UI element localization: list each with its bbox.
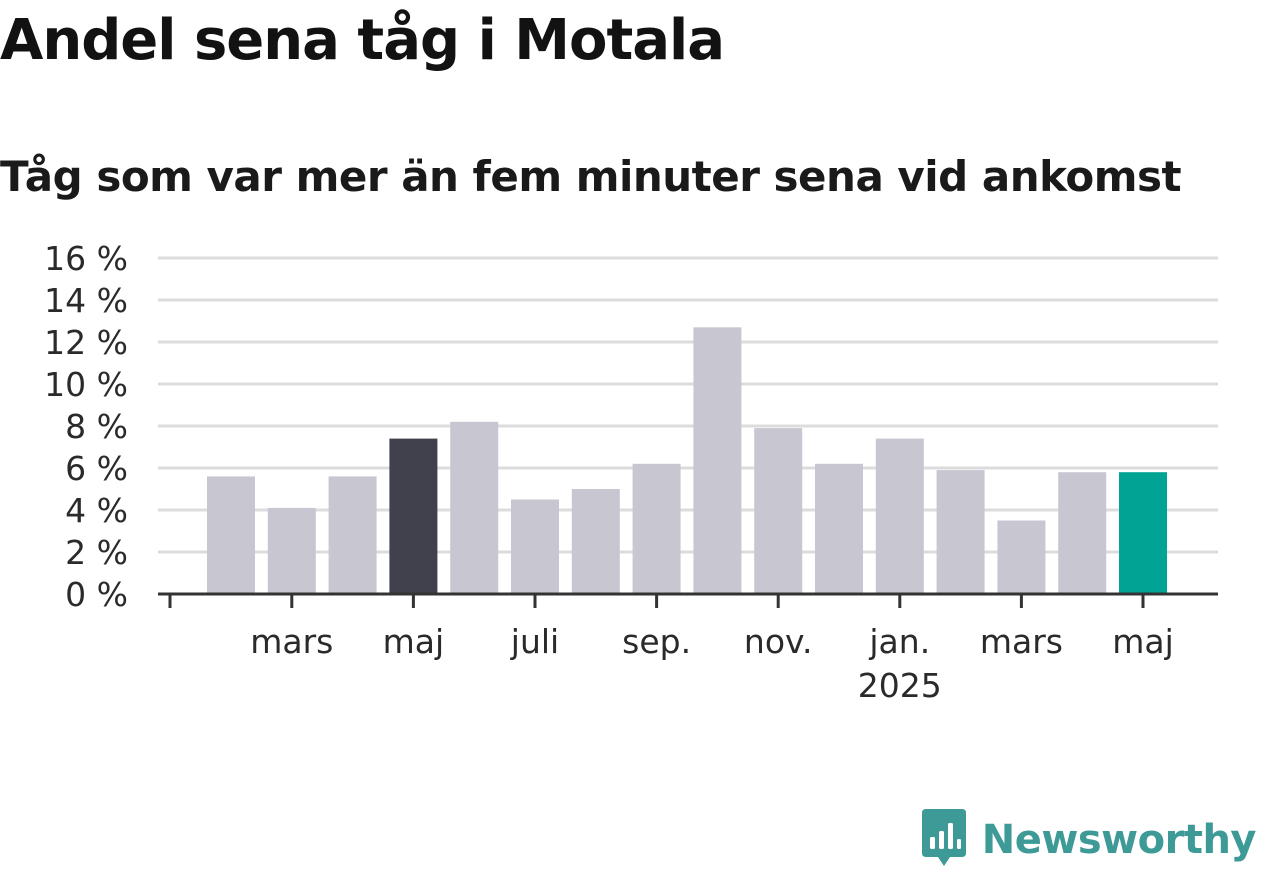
x-tick-label: maj xyxy=(383,622,445,661)
y-tick-label: 16 % xyxy=(44,239,128,278)
brand-name: Newsworthy xyxy=(981,817,1257,863)
bar-chart: 0 %2 %4 %6 %8 %10 %12 %14 %16 % mars maj j… xyxy=(44,239,1218,705)
y-tick-label: 0 % xyxy=(65,575,128,614)
chart-title: Andel sena tåg i Motala xyxy=(0,8,725,73)
x-tick-label: maj xyxy=(1112,622,1174,661)
bar xyxy=(997,520,1046,594)
bar xyxy=(1119,472,1167,594)
x-axis-tick-labels: mars maj juli sep. nov. jan. 2025 mars maj xyxy=(250,622,1174,705)
y-tick-label: 6 % xyxy=(65,449,128,488)
x-tick-label: sep. xyxy=(622,622,691,661)
bar xyxy=(389,438,438,594)
bar xyxy=(754,428,803,594)
y-axis-tick-labels: 0 %2 %4 %6 %8 %10 %12 %14 %16 % xyxy=(44,239,128,614)
bar xyxy=(815,463,863,594)
x-tick-label: mars xyxy=(250,622,333,661)
x-tick-label: mars xyxy=(980,622,1063,661)
gridlines xyxy=(158,256,1218,554)
bar xyxy=(511,499,559,594)
bar xyxy=(632,463,681,594)
bar xyxy=(328,476,377,594)
y-tick-label: 14 % xyxy=(44,281,128,320)
y-tick-label: 4 % xyxy=(65,491,128,530)
bar xyxy=(450,421,499,594)
y-tick-label: 10 % xyxy=(44,365,128,404)
bar xyxy=(875,438,924,594)
bar xyxy=(571,489,620,594)
bar xyxy=(207,476,255,594)
bar xyxy=(1058,472,1107,594)
bar xyxy=(936,470,985,594)
y-tick-label: 12 % xyxy=(44,323,128,362)
bar xyxy=(693,327,742,594)
x-axis xyxy=(158,592,1218,608)
bar xyxy=(267,507,316,594)
brand-logo: Newsworthy xyxy=(920,809,1257,871)
y-tick-label: 8 % xyxy=(65,407,128,446)
x-tick-label: juli xyxy=(510,622,559,661)
x-tick-label: jan. xyxy=(868,622,930,661)
x-tick-sublabel: 2025 xyxy=(858,666,942,705)
newsworthy-logo-icon xyxy=(920,809,968,871)
y-tick-label: 2 % xyxy=(65,533,128,572)
chart-subtitle: Tåg som var mer än fem minuter sena vid … xyxy=(0,152,1182,201)
x-tick-label: nov. xyxy=(744,622,813,661)
bars xyxy=(207,327,1167,594)
